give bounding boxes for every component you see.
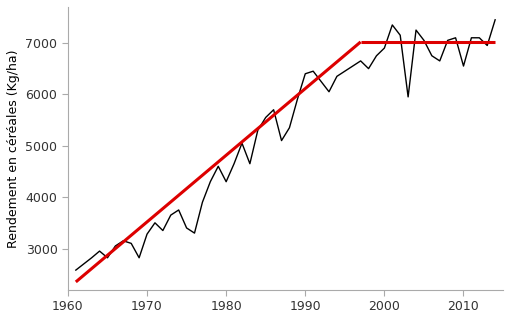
Y-axis label: Rendement en céréales (Kg/ha): Rendement en céréales (Kg/ha) <box>7 49 20 248</box>
